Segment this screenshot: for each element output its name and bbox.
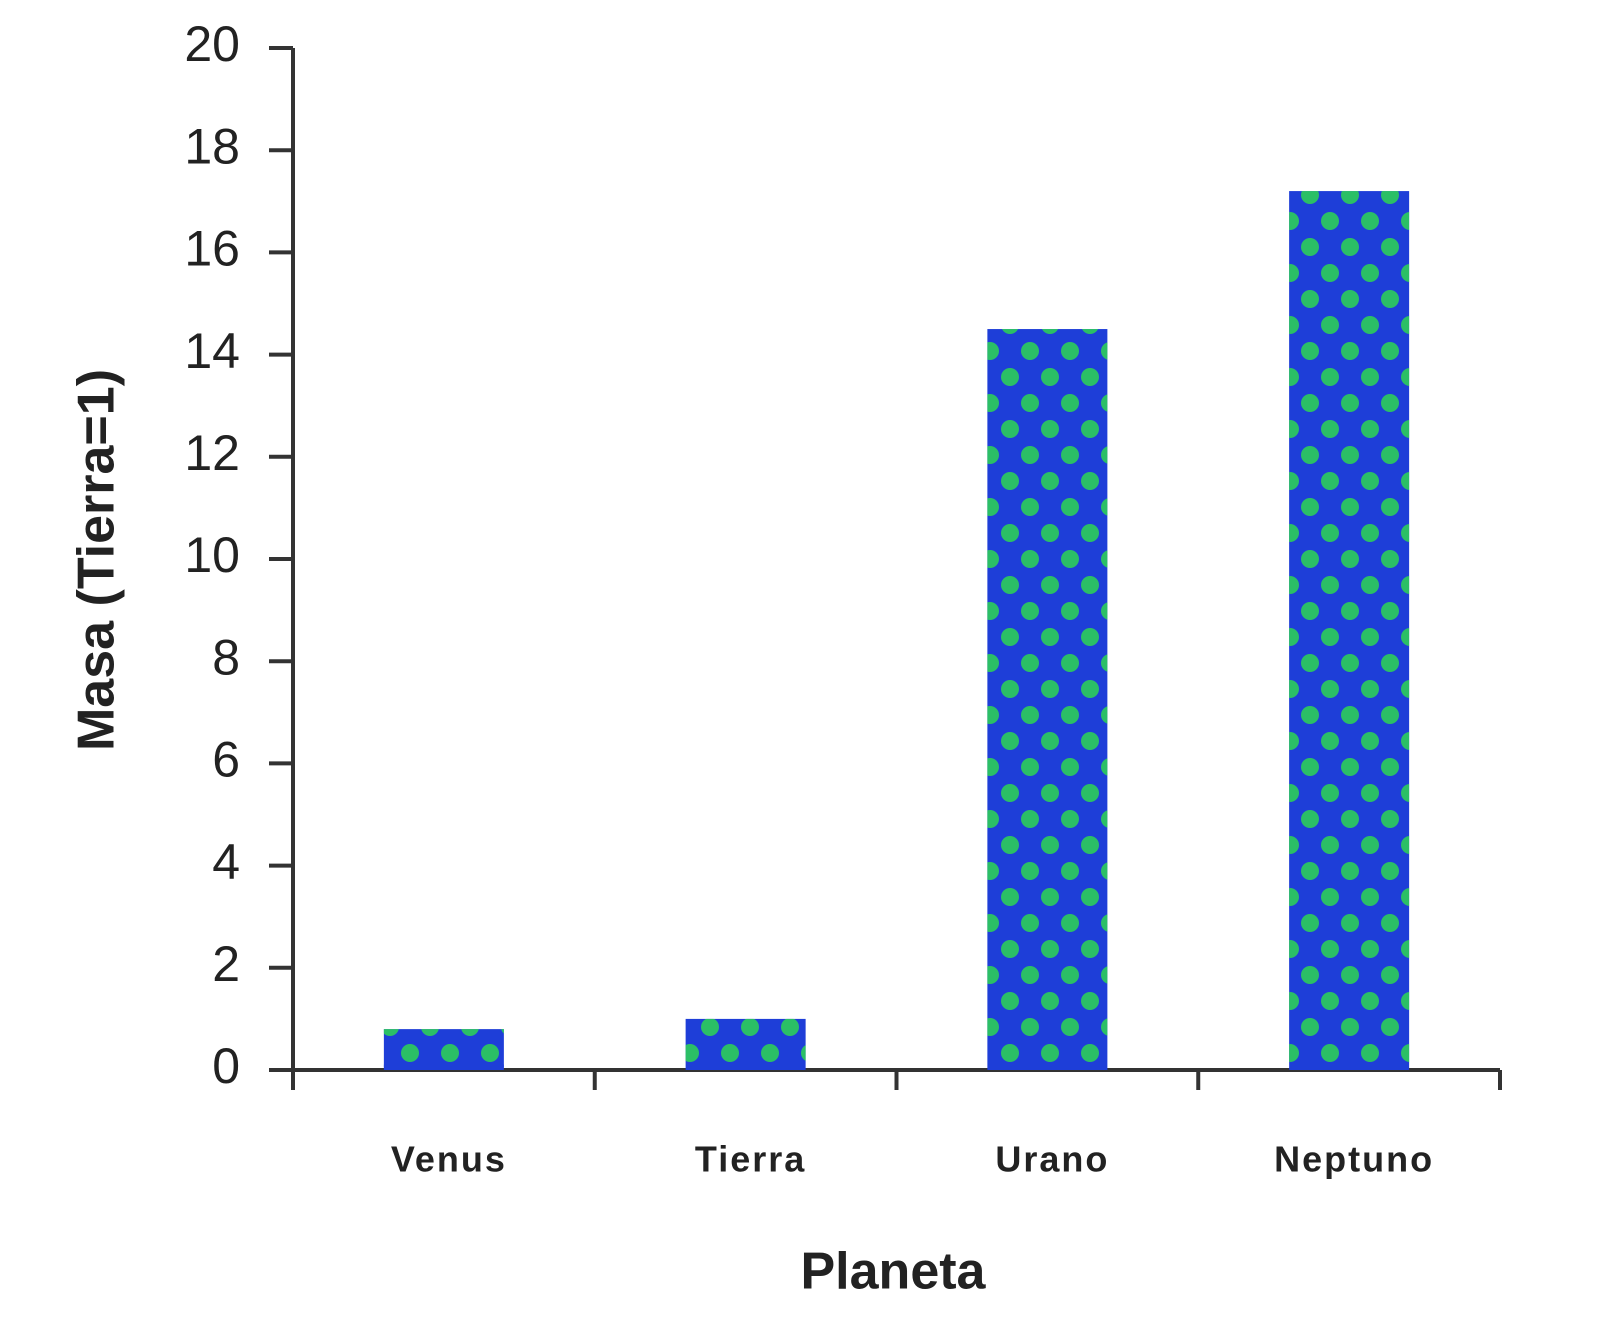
- y-tick-label: 14: [184, 323, 240, 379]
- y-tick-label: 4: [212, 834, 240, 890]
- bar-texture: [1289, 191, 1410, 1070]
- x-tick-label: Neptuno: [1274, 1139, 1434, 1180]
- bar-texture: [685, 1018, 806, 1070]
- x-tick-label: Venus: [391, 1139, 507, 1180]
- bar-texture: [987, 329, 1108, 1070]
- y-tick-label: 10: [184, 527, 240, 583]
- bar-texture: [383, 1029, 504, 1070]
- y-tick-label: 18: [184, 118, 240, 174]
- x-tick-label: Tierra: [695, 1139, 806, 1180]
- y-tick-label: 20: [184, 16, 240, 72]
- y-tick-label: 8: [212, 629, 240, 685]
- y-tick-label: 16: [184, 221, 240, 277]
- y-tick-label: 2: [212, 936, 240, 992]
- y-axis-title: Masa (Tierra=1): [68, 369, 126, 751]
- y-tick-label: 0: [212, 1038, 240, 1094]
- x-axis-title: Planeta: [801, 1243, 987, 1301]
- x-tick-label: Urano: [995, 1139, 1109, 1180]
- y-tick-label: 12: [184, 425, 240, 481]
- y-tick-label: 6: [212, 732, 240, 788]
